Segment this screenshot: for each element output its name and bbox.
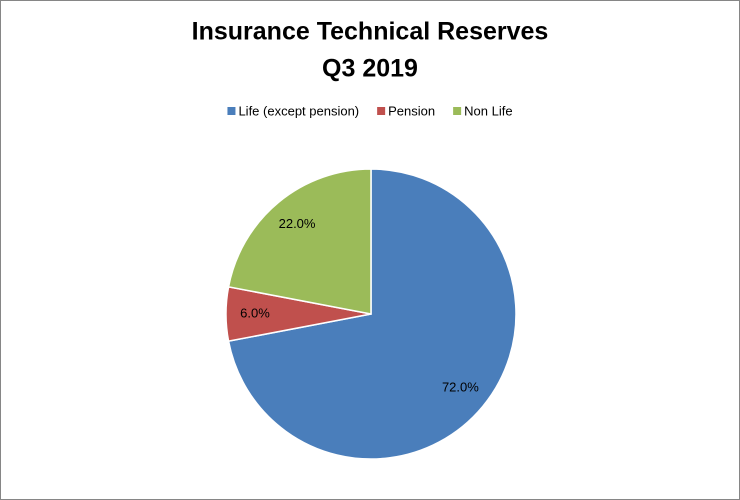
- pie-slice: [227, 168, 372, 315]
- legend-label: Life (except pension): [238, 103, 359, 118]
- legend-label: Non Life: [464, 103, 512, 118]
- chart-subtitle: Q3 2019: [322, 55, 418, 83]
- data-label: 22.0%: [279, 216, 316, 231]
- chart-title: Insurance Technical Reserves: [192, 18, 549, 46]
- legend: Life (except pension) Pension Non Life: [227, 103, 513, 118]
- data-label: 6.0%: [240, 305, 270, 320]
- legend-swatch: [227, 107, 236, 115]
- pie: 72.0% 6.0% 22.0%: [225, 168, 517, 460]
- legend-label: Pension: [388, 103, 435, 118]
- legend-swatch: [453, 107, 462, 115]
- pie-slice: [227, 168, 517, 460]
- legend-swatch: [377, 107, 386, 115]
- data-label: 72.0%: [442, 379, 479, 394]
